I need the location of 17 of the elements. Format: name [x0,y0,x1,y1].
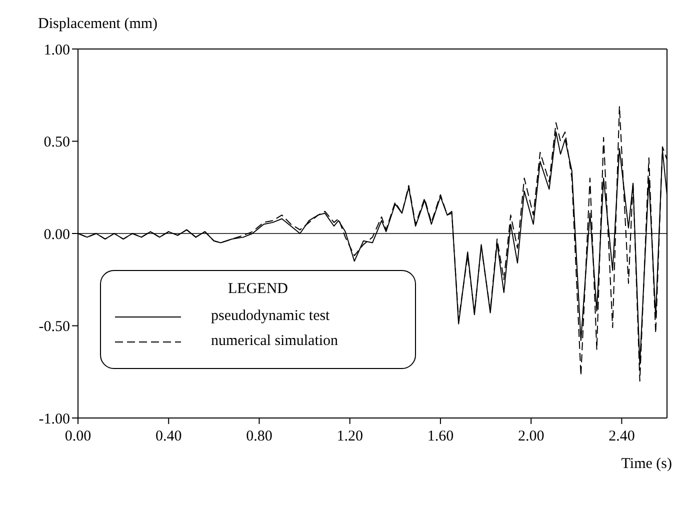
x-tick-label: 2.00 [518,428,544,445]
legend-title: LEGEND [227,281,289,298]
x-tick-label: 1.20 [336,428,363,445]
legend-label: pseudodynamic test [211,308,330,325]
y-tick-label: 1.00 [44,42,70,58]
x-tick-label: 1.60 [427,428,454,445]
y-axis-title: Displacement (mm) [38,16,158,33]
x-tick-label: 0.40 [155,428,182,445]
x-tick-label: 0.00 [64,428,92,445]
legend-label: numerical simulation [211,333,338,350]
y-tick-label: -0.50 [38,319,70,336]
y-tick-label: 0.50 [44,134,70,151]
x-axis-title: Time (s) [621,456,672,473]
y-tick-label: -1.00 [38,411,70,428]
y-tick-label: 0.00 [44,226,70,243]
x-tick-label: 2.40 [608,428,635,445]
x-tick-label: 0.80 [246,428,272,445]
